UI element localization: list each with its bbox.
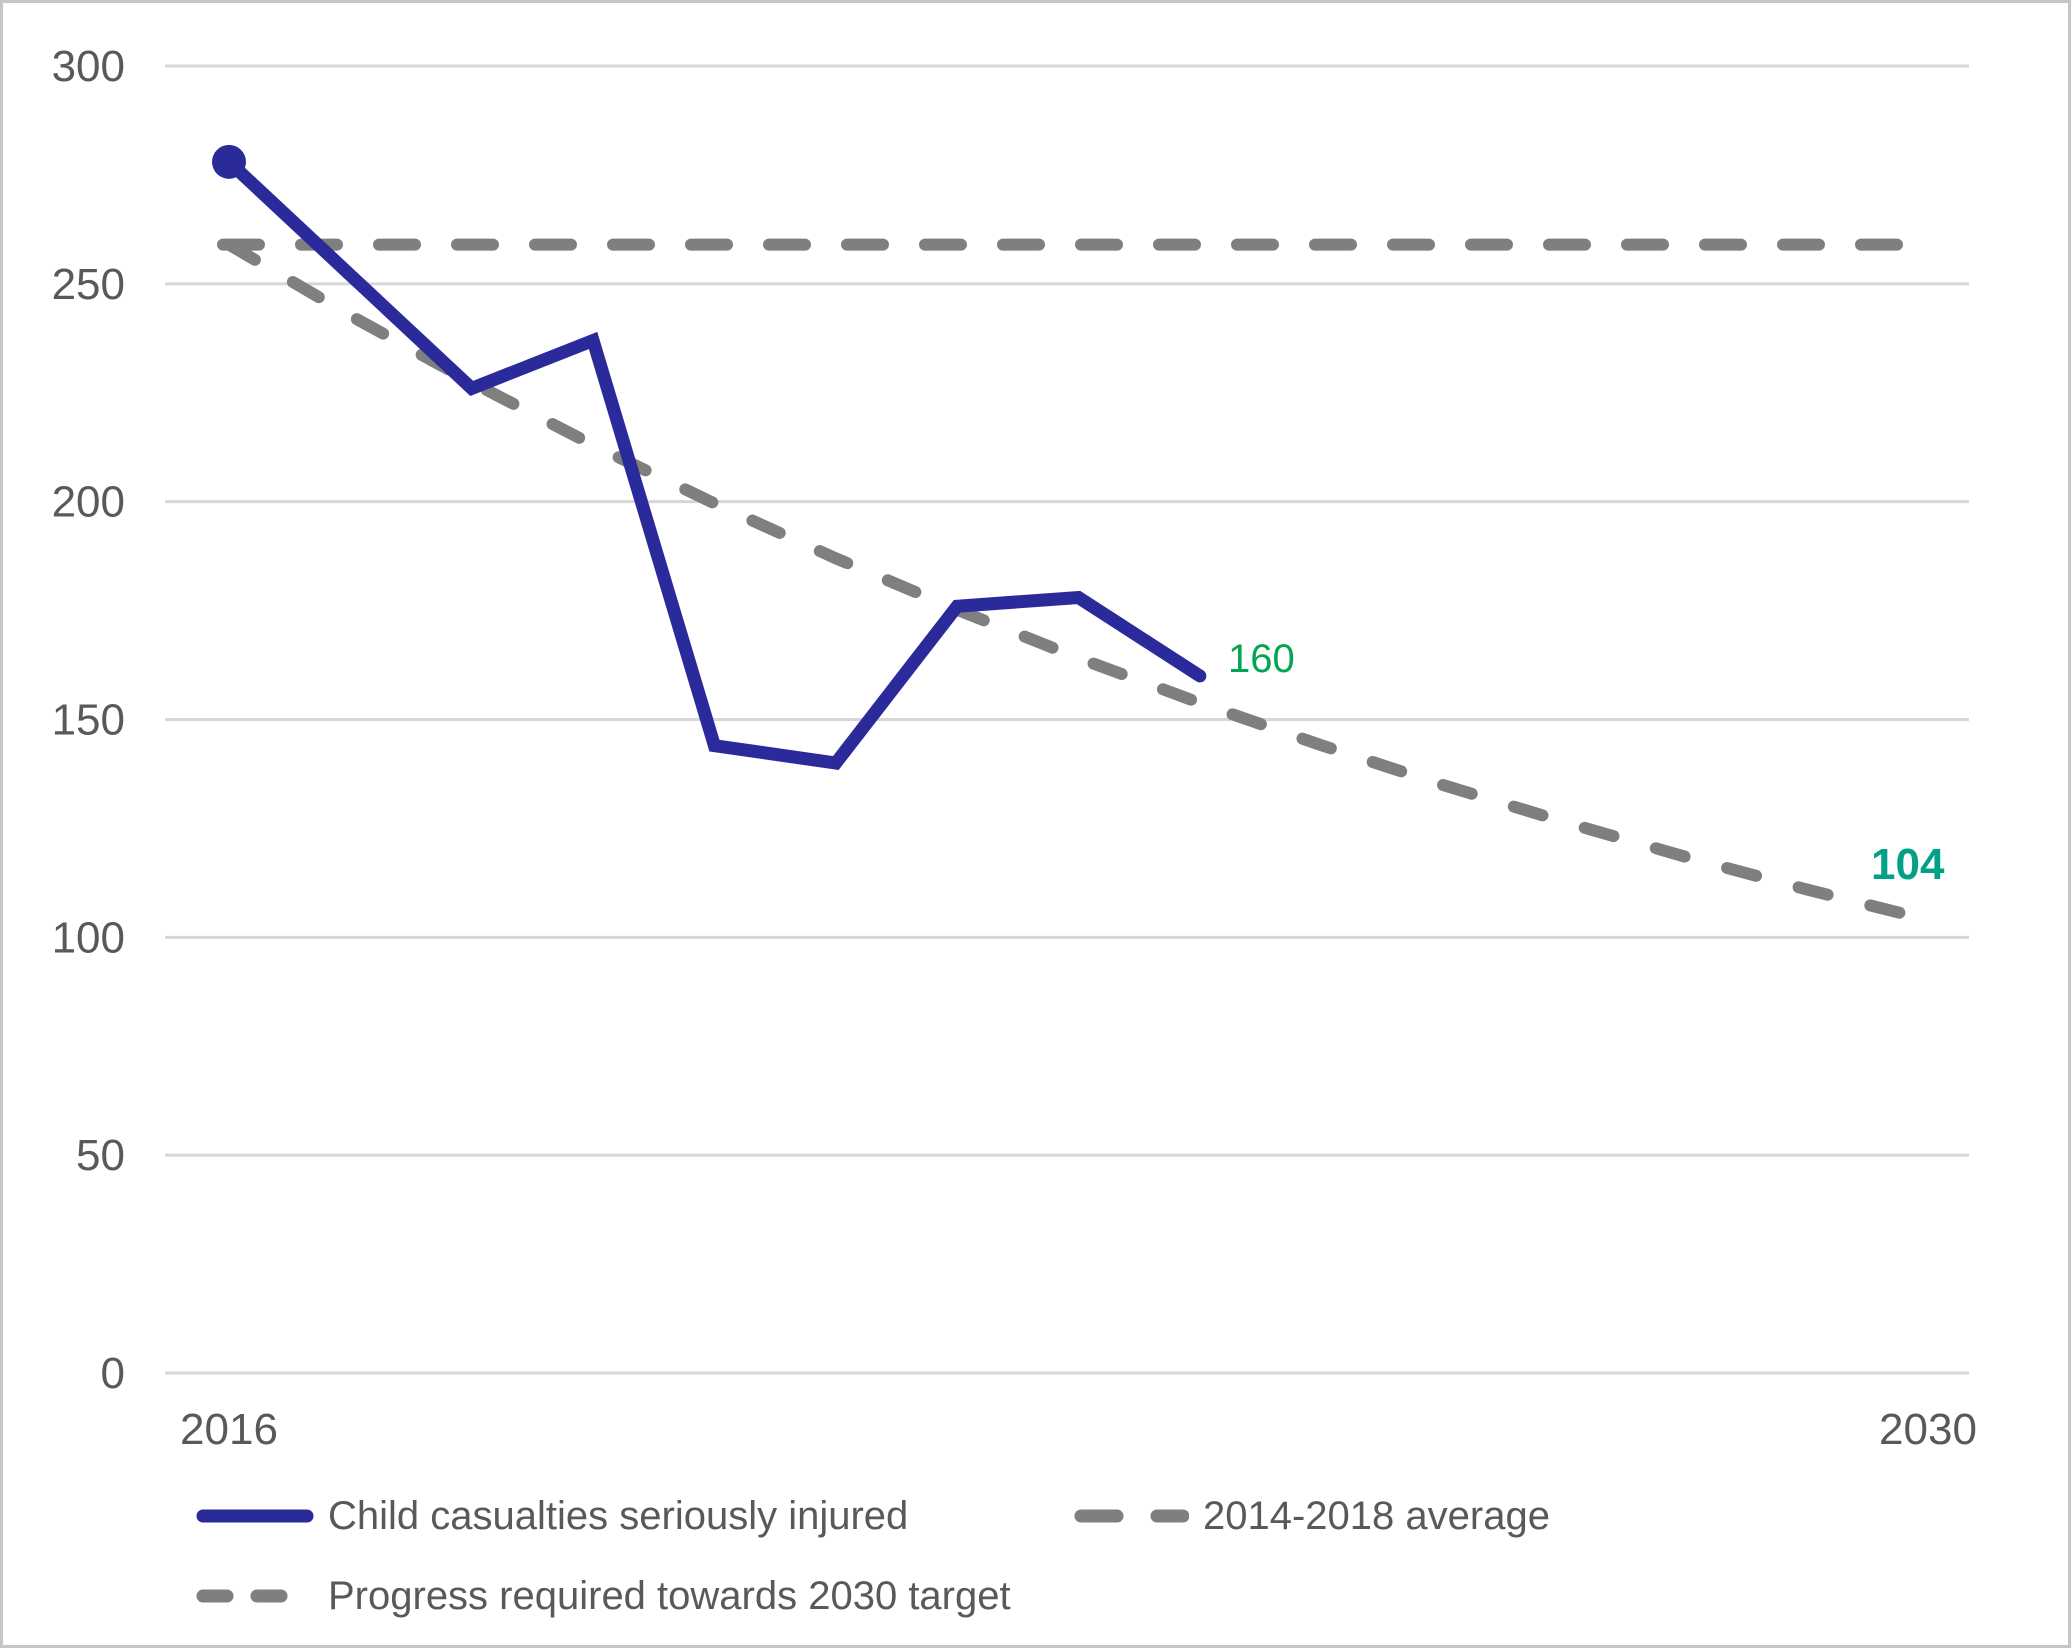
legend-swatch-long-dash xyxy=(1074,1509,1189,1523)
value-label-104: 104 xyxy=(1871,840,1945,889)
y-tick-label-0: 0 xyxy=(101,1349,125,1398)
target-line xyxy=(223,238,1934,926)
legend-item-progress: Progress required towards 2030 target xyxy=(196,1573,1011,1618)
x-tick-label-2030: 2030 xyxy=(1879,1405,1977,1454)
y-tick-label-150: 150 xyxy=(52,696,125,745)
legend-swatch-short-dash-dot xyxy=(196,1589,314,1603)
y-tick-label-200: 200 xyxy=(52,478,125,527)
legend-label-progress: Progress required towards 2030 target xyxy=(328,1573,1011,1618)
legend-item-casualties: Child casualties seriously injured xyxy=(196,1493,909,1538)
series-start-dot xyxy=(212,144,246,179)
y-tick-label-50: 50 xyxy=(76,1131,125,1180)
series-line xyxy=(222,155,1207,771)
value-label-160: 160 xyxy=(1228,637,1295,681)
legend-label-average: 2014-2018 average xyxy=(1203,1493,1550,1538)
y-tick-label-250: 250 xyxy=(52,260,125,309)
y-tick-label-300: 300 xyxy=(52,42,125,91)
legend-label-casualties: Child casualties seriously injured xyxy=(328,1493,909,1538)
y-tick-label-100: 100 xyxy=(52,913,125,962)
legend-item-average: 2014-2018 average xyxy=(1071,1493,1550,1538)
legend-swatch-solid-line xyxy=(196,1509,314,1523)
x-tick-label-2016: 2016 xyxy=(180,1405,278,1454)
chart-svg: 300 250 200 150 100 50 0 2016 2030 160 104 xyxy=(52,42,1977,1454)
